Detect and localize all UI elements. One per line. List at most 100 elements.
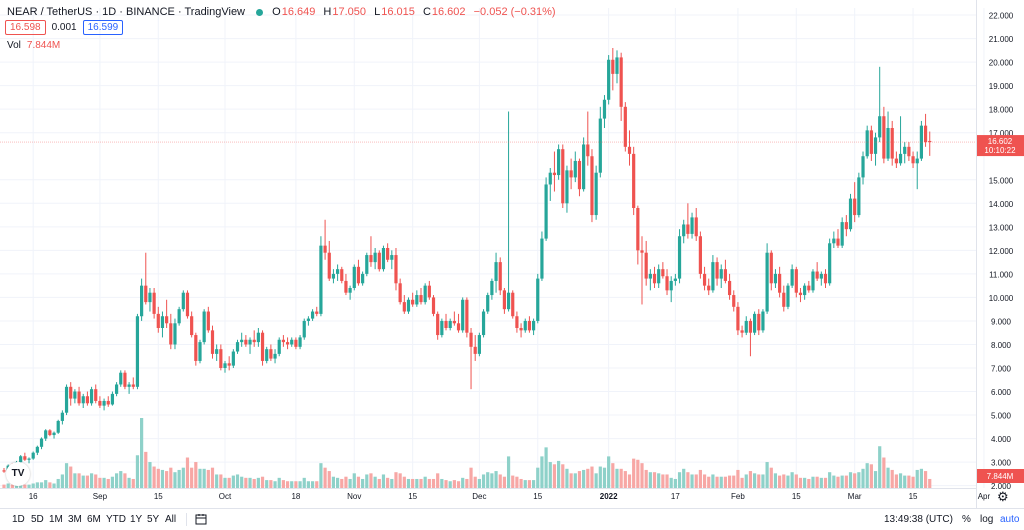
volume-bar [573,473,577,488]
candle-body [386,248,390,260]
timeframe-5y[interactable]: 5Y [147,514,160,525]
utc-clock[interactable]: 13:49:38 (UTC) [884,514,953,525]
candle-body [627,146,632,154]
volume-bar [381,474,386,488]
candle-body [169,323,173,345]
tradingview-logo[interactable]: TV [6,462,30,486]
timeframe-ytd[interactable]: YTD [106,514,126,525]
volume-bar [853,473,857,488]
candle-body [490,280,494,296]
auto-scale-toggle[interactable]: auto [1000,514,1020,525]
log-scale-toggle[interactable]: log [980,514,994,525]
volume-bar [815,476,819,488]
candle-body [919,125,923,159]
volume-bar [882,457,886,488]
candle-body [565,170,569,204]
volume-bar [481,474,486,488]
price-tick-label: 6.000 [991,388,1012,397]
candle-body [390,255,394,260]
volume-bar [506,456,511,488]
volume-bar [711,474,715,488]
volume-bar [427,478,431,488]
candle-body [202,311,206,343]
volume-bar [773,473,778,488]
candle-body [165,316,169,324]
volume-bar [582,469,586,488]
sell-price-button[interactable]: 16.598 [5,20,46,35]
candle-body [160,316,165,328]
volume-bar [898,473,903,488]
timeframe-1m[interactable]: 1M [49,514,63,525]
time-tick-label: 15 [533,492,542,501]
candle-body [465,299,469,333]
candle-body [148,292,152,303]
change-value: −0.052 (−0.31%) [473,6,556,18]
candle-body [344,280,348,293]
volume-bar [607,456,611,488]
candle-body [2,470,6,472]
price-tick-label: 2.000 [991,482,1012,491]
volume-bar [444,480,448,488]
candle-body [736,306,740,331]
candle-body [381,248,386,270]
volume-bar [786,475,790,488]
price-tick-label: 12.000 [989,247,1014,256]
volume-bar [64,463,69,488]
volume-bar [27,484,31,488]
timeframe-1d[interactable]: 1D [12,514,25,525]
price-tick-label: 8.000 [991,341,1012,350]
volume-bar [377,478,381,488]
candle-body [48,430,52,436]
candle-body [119,372,123,385]
volume-bar [423,476,427,488]
volume-bar [10,484,14,488]
volume-bar [206,469,210,488]
time-tick-label: 15 [792,492,801,501]
candle-body [102,400,106,406]
volume-bar [48,482,52,488]
volume-bar [152,466,156,488]
candle-body [677,236,682,279]
volume-bar [202,468,206,488]
candle-body [869,130,873,154]
volume-bar [277,477,281,488]
percent-scale-toggle[interactable]: % [962,514,971,525]
calendar-goto-icon[interactable] [195,513,207,525]
price-tick-label: 22.000 [989,12,1014,21]
volume-bar [544,447,548,488]
buy-price-button[interactable]: 16.599 [82,20,124,35]
timeframe-3m[interactable]: 3M [68,514,82,525]
volume-bar [185,457,190,488]
gear-icon[interactable]: ⚙ [997,489,1009,504]
candlestick-chart[interactable]: 22.000 21.000 20.000 19.000 18.000 17.000 15.0… [0,0,1024,508]
timeframe-all[interactable]: All [165,514,177,525]
candle-body [832,238,836,244]
candle-body [765,252,769,312]
candle-body [406,299,411,312]
candle-body [340,269,344,281]
timeframe-6m[interactable]: 6M [87,514,101,525]
symbol-title[interactable]: NEAR / TetherUS · 1D · BINANCE · Trading… [7,6,246,18]
volume-bar [386,477,390,488]
volume-bar [448,481,452,488]
price-tick-label: 17.000 [989,129,1014,138]
volume-bar [769,467,773,488]
timeframe-5d[interactable]: 5D [31,514,44,525]
candle-body [39,438,44,447]
candle-body [640,250,644,253]
timeframe-1y[interactable]: 1Y [130,514,143,525]
volume-bar [98,477,102,488]
volume-bar [719,476,723,488]
volume-bar [456,481,461,488]
candle-body [260,332,265,361]
volume-bar [761,474,765,488]
candle-body [636,208,640,251]
volume-bar [298,481,302,488]
candle-body [511,292,515,317]
trade-buttons: 16.598 0.001 16.599 [5,20,124,35]
volume-bar [269,480,273,488]
candle-body [540,238,544,279]
candle-body [807,285,811,291]
candle-body [302,320,306,338]
